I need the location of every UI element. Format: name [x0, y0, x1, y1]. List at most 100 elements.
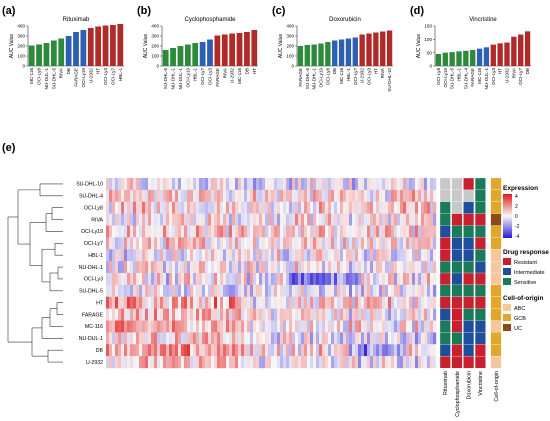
heatmap-cell: [295, 225, 299, 238]
heatmap-cell: [244, 225, 248, 238]
heatmap-cell: [241, 201, 245, 214]
heatmap-cell: [343, 249, 347, 262]
heatmap-cell: [346, 332, 350, 345]
heatmap-cell: [196, 201, 200, 214]
heatmap-cell: [391, 189, 395, 202]
heatmap-cell: [346, 178, 350, 191]
heatmap-cell: [211, 225, 215, 238]
heatmap-cell: [139, 225, 143, 238]
heatmap-cell: [187, 189, 191, 202]
heatmap-cell: [286, 178, 290, 191]
heatmap-row-label: OCI-Ly7: [84, 241, 103, 247]
heatmap-cell: [286, 273, 290, 286]
annotation-cell: [490, 249, 502, 262]
heatmap-cell: [313, 225, 317, 238]
annotation-cell: [439, 296, 451, 309]
heatmap-cell: [127, 308, 131, 321]
annotation-cell: [439, 308, 451, 321]
heatmap-cell: [331, 178, 335, 191]
heatmap-cell: [307, 273, 311, 286]
heatmap-cell: [166, 201, 170, 214]
heatmap-cell: [406, 344, 410, 357]
heatmap-cell: [169, 356, 173, 369]
heatmap-cell: [235, 261, 239, 274]
heatmap-cell: [172, 308, 176, 321]
heatmap-cell: [313, 237, 317, 250]
heatmap-cell: [190, 332, 194, 345]
heatmap-cell: [379, 189, 383, 202]
heatmap-cell: [421, 296, 425, 309]
heatmap-cell: [430, 237, 434, 250]
legend-label-sensitive: Sensitive: [514, 280, 536, 286]
heatmap-cell: [340, 320, 344, 333]
heatmap-cell: [382, 273, 386, 286]
heatmap-cell: [358, 249, 362, 262]
heatmap-cell: [376, 213, 380, 226]
heatmap-cell: [421, 249, 425, 262]
heatmap-cell: [328, 344, 332, 357]
heatmap-cell: [229, 356, 233, 369]
heatmap-cell: [262, 332, 266, 345]
heatmap-cell: [391, 201, 395, 214]
heatmap-cell: [253, 261, 257, 274]
heatmap-cell: [388, 261, 392, 274]
heatmap-cell: [277, 213, 281, 226]
heatmap-cell: [199, 320, 203, 333]
legend-swatch-gcb: [503, 314, 511, 321]
heatmap-cell: [367, 189, 371, 202]
heatmap-cell: [151, 237, 155, 250]
heatmap-cell: [247, 320, 251, 333]
heatmap-cell: [211, 189, 215, 202]
panel-title: Cyclophosphamide: [184, 17, 236, 23]
annotation-column-label: Cell-of-origin: [494, 371, 500, 402]
heatmap-cell: [118, 213, 122, 226]
heatmap-cell: [130, 225, 134, 238]
heatmap-cell: [127, 344, 131, 357]
heatmap-cell: [280, 273, 284, 286]
heatmap-cell: [361, 356, 365, 369]
heatmap-cell: [181, 332, 185, 345]
heatmap-cell: [151, 356, 155, 369]
heatmap-cell: [253, 296, 257, 309]
heatmap-cell: [430, 213, 434, 226]
heatmap-cell: [412, 249, 416, 262]
heatmap-cell: [145, 308, 149, 321]
heatmap-cell: [148, 213, 152, 226]
heatmap-cell: [370, 189, 374, 202]
heatmap-cell: [133, 237, 137, 250]
heatmap-cell: [187, 261, 191, 274]
heatmap-cell: [280, 178, 284, 191]
heatmap-cell: [118, 284, 122, 297]
heatmap-cell: [277, 344, 281, 357]
heatmap-cell: [409, 296, 413, 309]
heatmap-cell: [415, 249, 419, 262]
heatmap-cell: [118, 249, 122, 262]
heatmap-cell: [196, 332, 200, 345]
heatmap-cell: [121, 249, 125, 262]
heatmap-cell: [229, 189, 233, 202]
heatmap-cell: [250, 225, 254, 238]
heatmap-cell: [367, 284, 371, 297]
heatmap-cell: [238, 273, 242, 286]
heatmap-cell: [421, 225, 425, 238]
heatmap-cell: [163, 261, 167, 274]
heatmap-cell: [400, 249, 404, 262]
heatmap-cell: [211, 273, 215, 286]
heatmap-cell: [379, 261, 383, 274]
heatmap-cell: [172, 213, 176, 226]
heatmap-cell: [406, 320, 410, 333]
heatmap-cell: [148, 249, 152, 262]
heatmap-cell: [328, 261, 332, 274]
heatmap-cell: [406, 273, 410, 286]
heatmap-cell: [118, 320, 122, 333]
heatmap-cell: [226, 273, 230, 286]
heatmap-cell: [202, 213, 206, 226]
x-tick-label: MC-116: [339, 68, 344, 84]
heatmap-cell: [205, 225, 209, 238]
heatmap-cell: [259, 261, 263, 274]
annotation-cell: [474, 320, 486, 333]
heatmap-cell: [394, 344, 398, 357]
heatmap-cell: [145, 296, 149, 309]
heatmap-cell: [340, 261, 344, 274]
heatmap-cell: [403, 273, 407, 286]
